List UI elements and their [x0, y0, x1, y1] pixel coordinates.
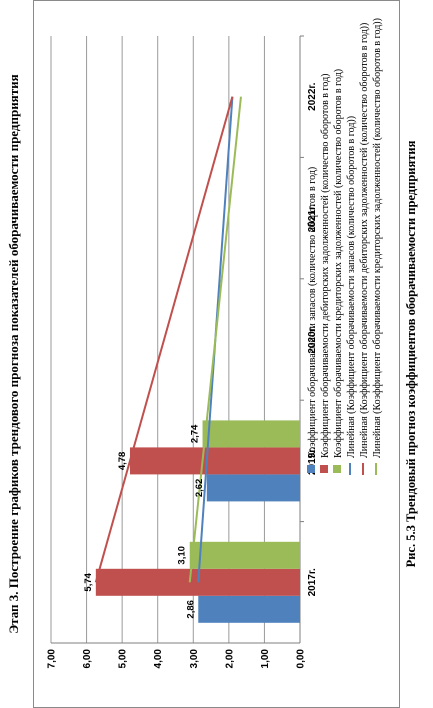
- category-label: 2020г.: [307, 325, 318, 353]
- category-label: 2022г.: [307, 82, 318, 110]
- y-tick-label: 2,00: [224, 649, 235, 669]
- legend-swatch: [307, 465, 315, 473]
- category-label: 2021г.: [307, 204, 318, 232]
- y-tick-label: 4,00: [153, 649, 164, 669]
- figure-caption: Рис. 5.3 Трендовый прогноз коэффициентов…: [404, 140, 418, 568]
- data-label: 5,74: [83, 572, 94, 591]
- bar: [206, 474, 300, 502]
- bar: [95, 568, 300, 596]
- data-label: 3,10: [177, 546, 188, 565]
- legend-entry: Линейная (Коэффициент оборачиваемости кр…: [372, 18, 383, 458]
- y-tick-label: 5,00: [118, 649, 129, 669]
- y-tick-label: 1,00: [260, 649, 271, 669]
- category-label: 2019г.: [307, 447, 318, 475]
- legend-swatch: [320, 465, 328, 473]
- category-label: 2017г.: [307, 568, 318, 596]
- chart-plot: 2,86 2,62 5,74 4,78 3,10 2,74 0,00 1,00 2,00 3,0…: [47, 18, 384, 669]
- y-tick-label: 6,00: [82, 649, 93, 669]
- bar: [198, 595, 300, 623]
- data-label: 2,74: [190, 424, 201, 443]
- chart-title: Этап 3. Построение графиков трендового п…: [6, 74, 21, 634]
- legend-swatch: [333, 465, 341, 473]
- bar: [189, 541, 301, 569]
- y-tick-label: 3,00: [189, 649, 200, 669]
- legend-entry: Линейная (Коэффициент оборачиваемости за…: [346, 116, 357, 458]
- legend-entry: Коэффициент оборачиваемости дебиторских …: [320, 74, 331, 459]
- data-label: 4,78: [117, 452, 128, 471]
- bar: [202, 420, 300, 448]
- y-tick-label: 7,00: [47, 649, 58, 669]
- bar: [129, 447, 301, 475]
- trend-line: [94, 96, 234, 583]
- legend-entry: Коэффициент оборачиваемости запасов (кол…: [307, 167, 318, 458]
- trend-line: [188, 96, 242, 583]
- data-label: 2,62: [194, 479, 205, 498]
- data-label: 2,86: [185, 600, 196, 619]
- y-tick-label: 0,00: [296, 649, 307, 669]
- legend-entry: Линейная (Коэффициент оборачиваемости де…: [359, 23, 370, 458]
- legend-entry: Коэффициент оборачиваемости кредиторских…: [333, 69, 344, 458]
